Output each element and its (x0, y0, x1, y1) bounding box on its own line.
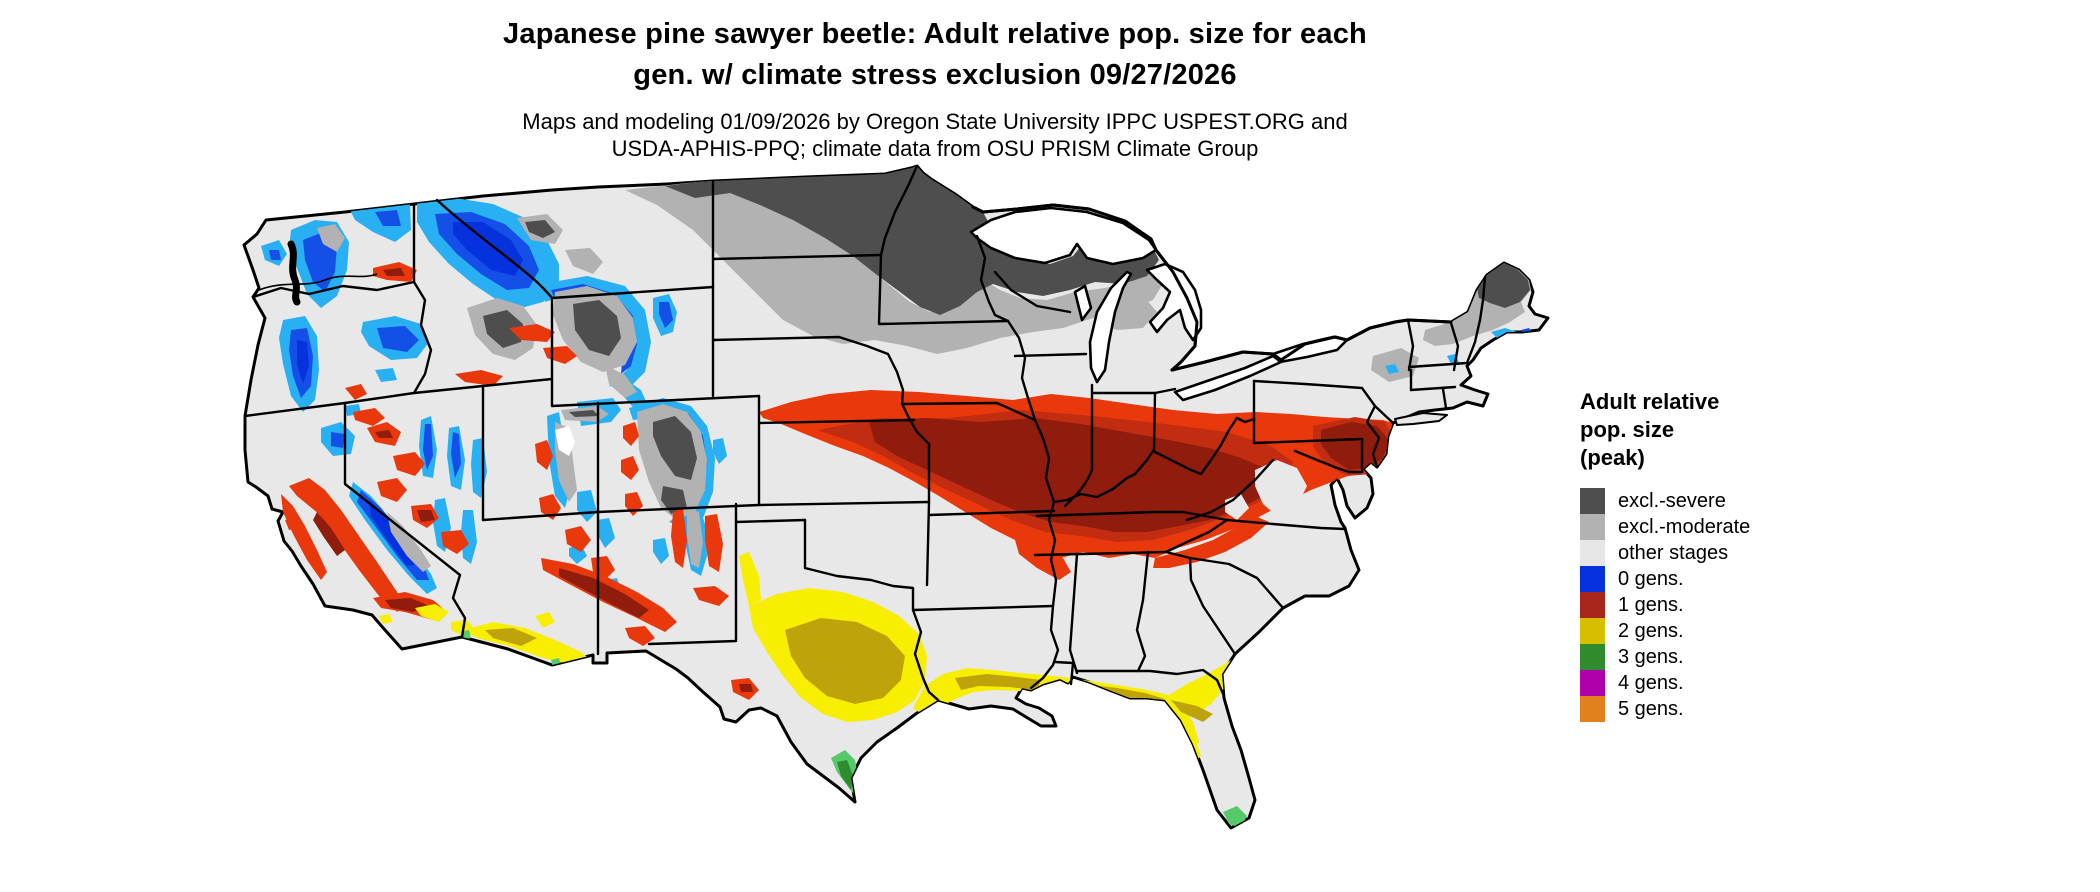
us-map (225, 160, 1565, 890)
legend-label-2-gens: 2 gens. (1618, 620, 1684, 642)
legend-title-line3: (peak) (1580, 445, 1645, 470)
legend: Adult relative pop. size (peak) excl.-se… (1580, 388, 1910, 722)
legend-swatch-3-gens (1580, 644, 1605, 670)
region-1-gens (281, 262, 1395, 700)
legend-item-2-gens: 2 gens. (1580, 618, 1910, 644)
map-subtitle-line2: USDA-APHIS-PPQ; climate data from OSU PR… (611, 136, 1259, 161)
legend-item-excl-moderate: excl.-moderate (1580, 514, 1910, 540)
legend-swatch-2-gens (1580, 618, 1605, 644)
legend-item-1-gens: 1 gens. (1580, 592, 1910, 618)
legend-label-excl-moderate: excl.-moderate (1618, 516, 1751, 538)
lake-superior (969, 206, 1158, 266)
title-block: Japanese pine sawyer beetle: Adult relat… (235, 14, 1635, 162)
legend-label-4-gens: 4 gens. (1618, 672, 1684, 694)
legend-swatch-1-gens (1580, 592, 1605, 618)
map-subtitle-line1: Maps and modeling 01/09/2026 by Oregon S… (522, 109, 1348, 134)
legend-item-excl-severe: excl.-severe (1580, 488, 1910, 514)
legend-label-other-stages: other stages (1618, 542, 1729, 564)
green-bay (1073, 284, 1093, 322)
lake-huron (1145, 262, 1203, 342)
international-border (971, 203, 1453, 372)
legend-swatch-excl-severe (1580, 488, 1605, 514)
state-borders (243, 164, 1487, 702)
legend-swatch-5-gens (1580, 696, 1605, 722)
legend-swatch-excl-moderate (1580, 514, 1605, 540)
region-3-gens (461, 630, 1247, 828)
legend-item-4-gens: 4 gens. (1580, 670, 1910, 696)
legend-item-other-stages: other stages (1580, 540, 1910, 566)
map-title-line1: Japanese pine sawyer beetle: Adult relat… (503, 18, 1367, 50)
legend-swatch-4-gens (1580, 670, 1605, 696)
lake-michigan (1088, 270, 1133, 384)
legend-item-5-gens: 5 gens. (1580, 696, 1910, 722)
map-model-regions (261, 166, 1533, 828)
legend-label-5-gens: 5 gens. (1618, 698, 1684, 720)
legend-title: Adult relative pop. size (peak) (1580, 388, 1910, 472)
map-title-line2: gen. w/ climate stress exclusion 09/27/2… (633, 59, 1237, 91)
legend-label-0-gens: 0 gens. (1618, 568, 1684, 590)
legend-label-excl-severe: excl.-severe (1618, 490, 1726, 512)
region-excl-severe (317, 166, 1530, 572)
great-lakes (969, 206, 1349, 402)
legend-item-0-gens: 0 gens. (1580, 566, 1910, 592)
legend-title-line2: pop. size (1580, 417, 1675, 442)
legend-title-line1: Adult relative (1580, 389, 1720, 414)
legend-swatch-other-stages (1580, 540, 1605, 566)
legend-swatch-0-gens (1580, 566, 1605, 592)
columbia-river (258, 273, 378, 291)
region-2-gens (379, 552, 1243, 762)
legend-item-3-gens: 3 gens. (1580, 644, 1910, 670)
legend-label-1-gens: 1 gens. (1618, 594, 1684, 616)
legend-label-3-gens: 3 gens. (1618, 646, 1684, 668)
puget-sound (287, 240, 301, 306)
us-map-svg (242, 164, 1550, 830)
